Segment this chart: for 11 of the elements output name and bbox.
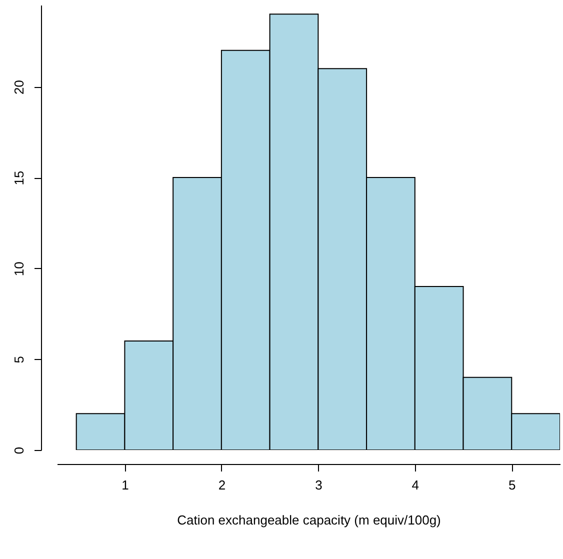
x-tick-label: 2	[218, 478, 226, 492]
y-tick-label: 5	[12, 356, 26, 364]
y-tick-label: 20	[12, 80, 26, 94]
x-tick-label: 3	[315, 478, 322, 492]
y-tick-label: 0	[12, 446, 26, 454]
x-tick-label: 4	[412, 478, 420, 492]
x-tick-label: 1	[122, 478, 129, 492]
y-tick-label: 15	[12, 170, 26, 186]
x-axis-title: Cation exchangeable capacity (m equiv/100g)	[177, 512, 441, 528]
y-tick-label: 10	[12, 262, 26, 276]
x-tick-label: 5	[508, 478, 516, 492]
